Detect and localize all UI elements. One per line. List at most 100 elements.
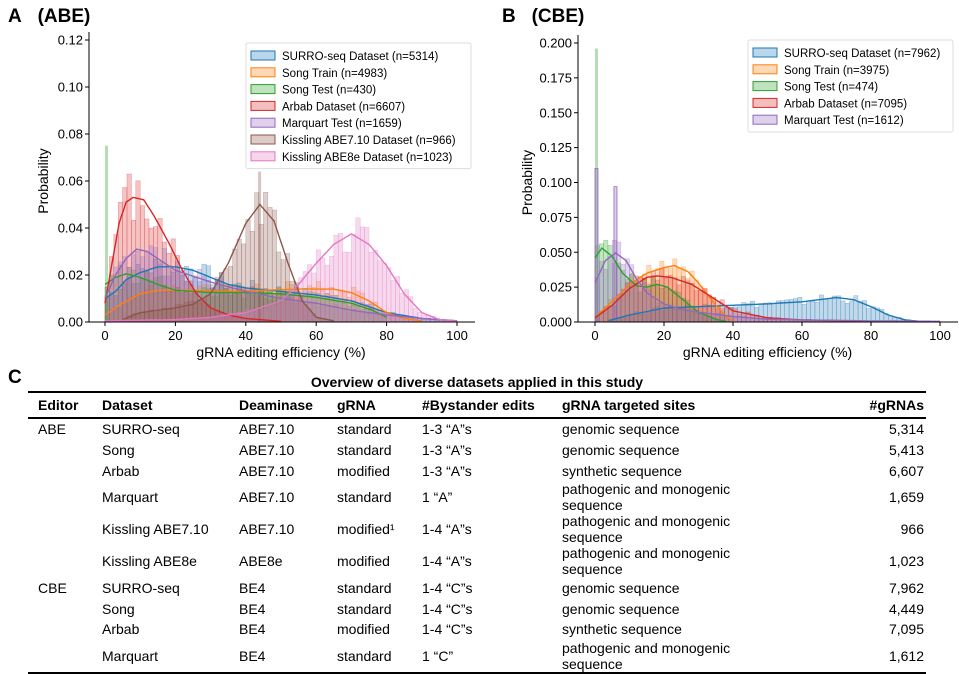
table-cell: 1-4 “C”s	[422, 579, 473, 596]
table-cell: standard	[337, 421, 392, 438]
legend-swatch	[752, 97, 778, 108]
histogram-bar	[241, 243, 247, 323]
table-cell: BE4	[239, 579, 266, 596]
table-cell: standard	[337, 489, 392, 506]
table-cell: genomic sequence	[562, 600, 680, 617]
histogram-bar	[324, 264, 330, 323]
table-cell: 1-3 “A”s	[422, 462, 472, 479]
histogram-bar	[655, 302, 660, 323]
histogram-bar	[205, 317, 211, 323]
table-cell: modified	[337, 553, 390, 570]
table-cell: Kissling ABE7.10	[102, 521, 209, 538]
panel-a-label: A (ABE)	[8, 6, 91, 27]
legend-swatch	[250, 84, 276, 95]
histogram-bar	[594, 168, 599, 323]
table-row: Song ABE7.10 standard 1-3 “A”s genomic seque…	[28, 440, 926, 461]
histogram-bar	[797, 297, 803, 323]
y-tick-label: 0.08	[58, 127, 83, 142]
histogram-bar	[381, 262, 387, 323]
y-tick-label: 0.00	[58, 315, 83, 330]
histogram-bar	[840, 300, 846, 323]
table-cell: standard	[337, 600, 392, 617]
datasets-table: Editor Dataset Deaminase gRNA #Bystander edi…	[28, 391, 926, 674]
table-cell: 6,607	[888, 462, 924, 479]
table-cell: modified	[337, 621, 390, 638]
table-cell	[28, 513, 102, 545]
x-tick-label: 20	[657, 328, 671, 343]
legend-label: SURRO-seq Dataset (n=7962)	[784, 48, 940, 60]
legend-swatch	[250, 67, 276, 78]
histogram-bar	[603, 268, 609, 323]
kde-line-0	[608, 296, 923, 323]
y-tick-label: 0.025	[539, 280, 572, 295]
table-title: Overview of diverse datasets applied in …	[310, 374, 644, 390]
table-cell: 1-3 “A”s	[422, 421, 472, 438]
column-header: Deaminase	[239, 391, 337, 419]
table-cell: BE4	[239, 639, 337, 674]
table-row: Arbab ABE7.10 modified 1-3 “A”s synthetic se…	[28, 461, 926, 482]
histogram-bar	[285, 298, 291, 323]
legend-label: Kissling ABE8e Dataset (n=1023)	[282, 152, 453, 164]
chart-cbe: 0.000 0.025 0.050 0.075 0.100 0.125 0.150 0.175…	[519, 35, 958, 360]
table-cell: standard	[337, 442, 392, 459]
histogram-bar	[806, 300, 811, 323]
histogram-bar	[271, 305, 277, 323]
histogram-bar	[105, 145, 108, 322]
table-cell: Marquart	[102, 489, 159, 506]
table-cell: ABE7.10	[239, 489, 295, 506]
histogram-bar	[745, 318, 751, 323]
histogram-bar	[693, 313, 699, 323]
table-cell: 1,023	[888, 553, 924, 570]
table-cell: ABE8e	[239, 553, 283, 570]
x-tick-label: 100	[929, 328, 951, 343]
table-cell: ABE7.10	[239, 521, 295, 538]
legend-label: Arbab Dataset (n=6607)	[282, 101, 405, 113]
table-cell	[28, 619, 102, 640]
histogram-bar	[135, 250, 141, 323]
table-cell: ABE7.10	[239, 421, 295, 438]
table-row: Kissling ABE8e ABE8e modified 1-4 “A”s patho…	[28, 545, 926, 577]
table-cell: Song	[102, 442, 135, 459]
histogram-5	[122, 191, 335, 323]
table-cell: Song	[102, 600, 135, 617]
histogram-bar	[836, 295, 842, 323]
table-cell: ABE	[38, 421, 67, 438]
histogram-bar	[368, 252, 374, 323]
table-cell: modified	[337, 462, 390, 479]
table-cell: Kissling ABE8e	[102, 553, 197, 570]
y-tick-label: 0.100	[539, 175, 572, 190]
histogram-bar	[595, 48, 598, 323]
column-header: #gRNAs	[792, 391, 926, 419]
y-tick-label: 0.050	[539, 245, 572, 260]
x-tick-label: 40	[239, 328, 253, 343]
kde-line-0	[104, 266, 458, 322]
histogram-bar	[849, 300, 854, 323]
table-cell: Arbab	[102, 462, 140, 479]
kde-line-3	[104, 196, 282, 322]
table-row: CBE SURRO-seq BE4 standard 1-4 “C”s genomic s…	[28, 577, 926, 598]
histogram-bar	[633, 282, 639, 323]
kde-line-6	[105, 233, 458, 322]
table-cell: Arbab	[102, 621, 140, 638]
histogram-bar	[607, 256, 613, 323]
table-cell	[28, 639, 102, 674]
histogram-bar	[672, 307, 678, 323]
legend-label: Song Train (n=3975)	[784, 65, 889, 77]
table-cell: genomic sequence	[562, 421, 680, 438]
x-tick-label: 80	[379, 328, 393, 343]
y-axis-label: Probability	[35, 148, 51, 213]
legend-swatch	[752, 47, 778, 58]
table-cell: BE4	[239, 600, 266, 617]
column-header: Dataset	[102, 391, 239, 419]
histogram-bar	[831, 295, 837, 323]
histogram-bar	[131, 254, 137, 323]
legend-swatch	[250, 134, 276, 145]
table-cell: modified¹	[337, 521, 395, 538]
table-row: Arbab BE4 modified 1-4 “C”s synthetic sequen…	[28, 619, 926, 640]
table-row: Marquart ABE7.10 standard 1 “A” pathogenic a…	[28, 481, 926, 513]
table-cell: SURRO-seq	[102, 579, 180, 596]
table-cell: BE4	[239, 621, 266, 638]
table-cell: pathogenic and monogenic sequence	[562, 639, 792, 674]
histogram-bar	[333, 234, 339, 323]
legend-box	[245, 42, 472, 170]
